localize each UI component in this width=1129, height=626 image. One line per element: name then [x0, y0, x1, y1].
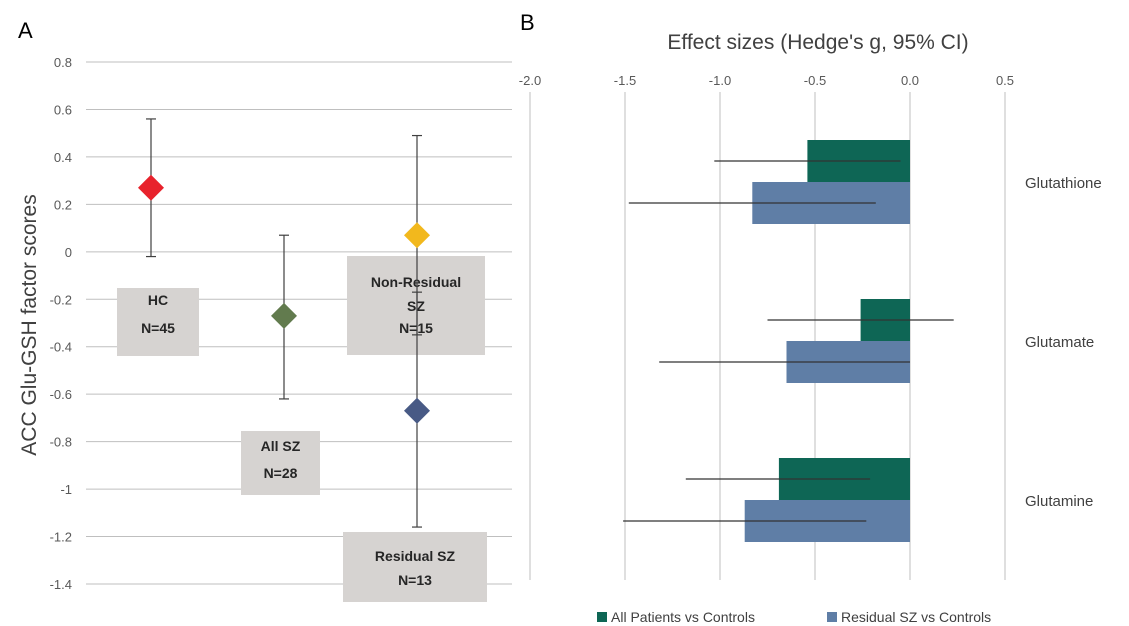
y-tick-label: -0.2 — [50, 292, 72, 307]
marker-hc — [138, 174, 164, 201]
y-tick-label: -0.6 — [50, 387, 72, 402]
marker-all-sz — [271, 302, 297, 329]
marker-residual-sz — [404, 397, 430, 424]
legend-swatch — [827, 612, 837, 622]
panel-a-y-ticks: 0.8 0.6 0.4 0.2 0 -0.2 -0.4 -0.6 -0.8 -1 -1.2 -1.4 — [50, 55, 72, 592]
panel-a-y-axis-title: ACC Glu-GSH factor scores — [18, 194, 41, 455]
panel-b-x-ticks: -2.0 -1.5 -1.0 -0.5 0.0 0.5 — [519, 73, 1014, 88]
panel-b-legend: All Patients vs Controls Residual SZ vs C… — [597, 609, 991, 625]
panel-b-bars — [623, 140, 954, 542]
panel-b-label: B — [520, 10, 535, 35]
x-tick-label: 0.5 — [996, 73, 1014, 88]
group-name-label: Residual SZ — [375, 548, 456, 564]
group-name-label: All SZ — [261, 438, 301, 454]
group-n-label: N=45 — [141, 320, 175, 336]
group-label-box-hc — [117, 288, 199, 356]
category-label-glutamine: Glutamine — [1025, 493, 1093, 510]
y-tick-label: -1 — [60, 482, 72, 497]
group-name-label: Non-Residual — [371, 274, 461, 290]
marker-non-residual-sz — [404, 222, 430, 249]
panel-b-title: Effect sizes (Hedge's g, 95% CI) — [667, 31, 968, 54]
category-label-glutathione: Glutathione — [1025, 175, 1102, 192]
y-tick-label: 0.8 — [54, 55, 72, 70]
panel-a-markers — [138, 118, 430, 528]
category-label-glutamate: Glutamate — [1025, 334, 1094, 351]
group-n-label: N=15 — [399, 320, 433, 336]
group-name-label: HC — [148, 292, 168, 308]
group-n-label: N=28 — [264, 465, 298, 481]
panel-a: A ACC Glu-GSH factor scores 0.8 0.6 0.4 0.2… — [18, 18, 512, 602]
panel-a-label: A — [18, 18, 33, 43]
x-tick-label: 0.0 — [901, 73, 919, 88]
legend-label: All Patients vs Controls — [611, 609, 755, 625]
group-label-box-all-sz — [241, 431, 320, 495]
y-tick-label: 0.6 — [54, 102, 72, 117]
x-tick-label: -2.0 — [519, 73, 541, 88]
y-tick-label: -0.8 — [50, 435, 72, 450]
y-tick-label: -0.4 — [50, 340, 72, 355]
legend-swatch — [597, 612, 607, 622]
group-n-label: N=13 — [398, 572, 432, 588]
x-tick-label: -1.5 — [614, 73, 636, 88]
y-tick-label: 0.2 — [54, 197, 72, 212]
legend-label: Residual SZ vs Controls — [841, 609, 991, 625]
y-tick-label: 0 — [65, 245, 72, 260]
x-tick-label: -1.0 — [709, 73, 731, 88]
x-tick-label: -0.5 — [804, 73, 826, 88]
y-tick-label: 0.4 — [54, 150, 72, 165]
panel-a-group-labels: HC N=45 All SZ N=28 Non-Residual SZ N=15 Residu… — [117, 256, 487, 602]
group-name-label: SZ — [407, 298, 425, 314]
group-label-box-residual-sz — [343, 532, 487, 602]
y-tick-label: -1.2 — [50, 530, 72, 545]
panel-b: B Effect sizes (Hedge's g, 95% CI) -2.0-… — [519, 10, 1102, 625]
y-tick-label: -1.4 — [50, 577, 72, 592]
panel-b-category-labels: Glutathione Glutamate Glutamine — [1025, 175, 1102, 510]
group-label-box-non-residual-sz — [347, 256, 485, 355]
